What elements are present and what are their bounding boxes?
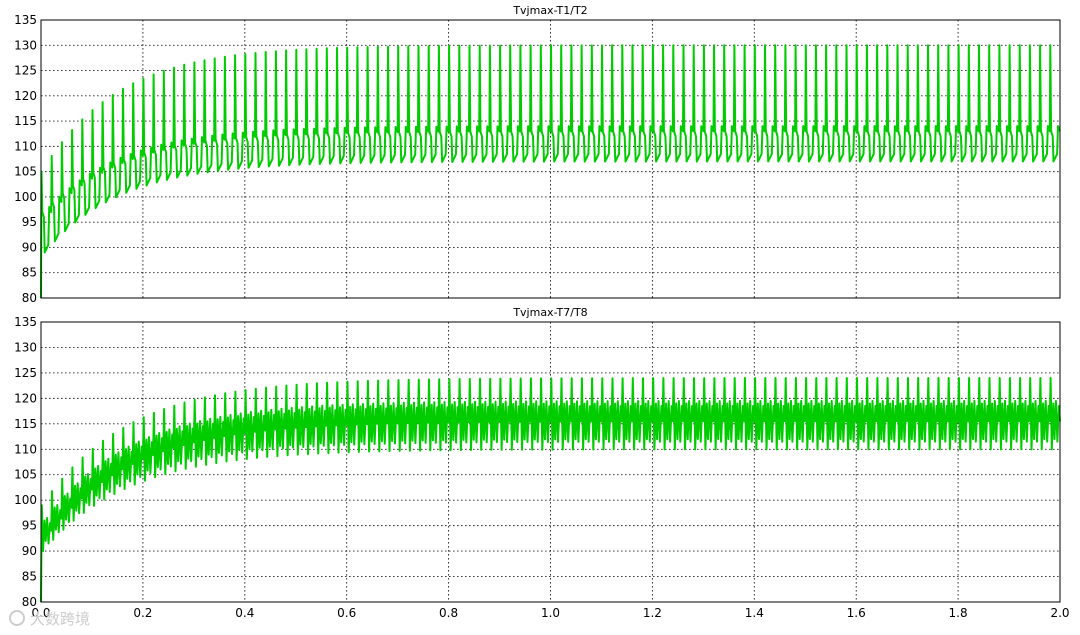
x-tick-label: 1.8 xyxy=(949,606,968,620)
x-tick-label: 1.2 xyxy=(643,606,662,620)
x-tick-label: 0.6 xyxy=(337,606,356,620)
y-tick-label: 120 xyxy=(14,391,37,405)
x-tick-label: 0.0 xyxy=(31,606,50,620)
panel-title: Tvjmax-T7/T8 xyxy=(512,306,587,319)
watermark-logo-icon xyxy=(9,610,25,626)
y-tick-label: 85 xyxy=(22,266,37,280)
watermark: 大数跨境 xyxy=(9,610,90,628)
panel-title: Tvjmax-T1/T2 xyxy=(512,4,587,17)
y-tick-label: 80 xyxy=(22,291,37,305)
plot-frame xyxy=(40,321,1061,603)
y-tick-label: 115 xyxy=(14,417,37,431)
y-tick-label: 130 xyxy=(14,340,37,354)
y-tick-label: 90 xyxy=(22,240,37,254)
y-tick-label: 105 xyxy=(14,468,37,482)
y-tick-label: 105 xyxy=(14,165,37,179)
y-tick-label: 135 xyxy=(14,13,37,27)
y-tick-label: 110 xyxy=(14,442,37,456)
y-tick-label: 100 xyxy=(14,190,37,204)
x-tick-label: 1.0 xyxy=(541,606,560,620)
x-tick-label: 1.6 xyxy=(847,606,866,620)
y-tick-label: 125 xyxy=(14,366,37,380)
y-tick-label: 135 xyxy=(14,315,37,329)
x-tick-label: 0.4 xyxy=(235,606,254,620)
y-tick-label: 100 xyxy=(14,493,37,507)
y-tick-label: 110 xyxy=(14,139,37,153)
x-tick-label: 0.8 xyxy=(439,606,458,620)
chart-panel-t1-t2: 80 85 90 95 100 105 110 115 120 125 130 135 Tvjmax-T… xyxy=(14,4,1061,305)
y-tick-label: 120 xyxy=(14,89,37,103)
y-tick-label: 80 xyxy=(22,595,37,609)
plot-frame xyxy=(40,19,1061,299)
chart-panel-t7-t8: 80 85 90 95 100 105 110 115 120 125 130 135 0.0 0.2 0.… xyxy=(14,306,1069,620)
y-tick-label: 130 xyxy=(14,38,37,52)
watermark-text: 大数跨境 xyxy=(30,610,90,628)
y-tick-label: 125 xyxy=(14,64,37,78)
y-tick-label: 90 xyxy=(22,544,37,558)
series-line xyxy=(40,377,1061,603)
y-tick-label: 95 xyxy=(22,519,37,533)
x-tick-label: 2.0 xyxy=(1050,606,1069,620)
series-line xyxy=(40,44,1061,299)
x-tick-label: 1.4 xyxy=(745,606,764,620)
y-tick-label: 95 xyxy=(22,215,37,229)
x-tick-label: 0.2 xyxy=(133,606,152,620)
y-tick-label: 85 xyxy=(22,570,37,584)
y-tick-label: 115 xyxy=(14,114,37,128)
